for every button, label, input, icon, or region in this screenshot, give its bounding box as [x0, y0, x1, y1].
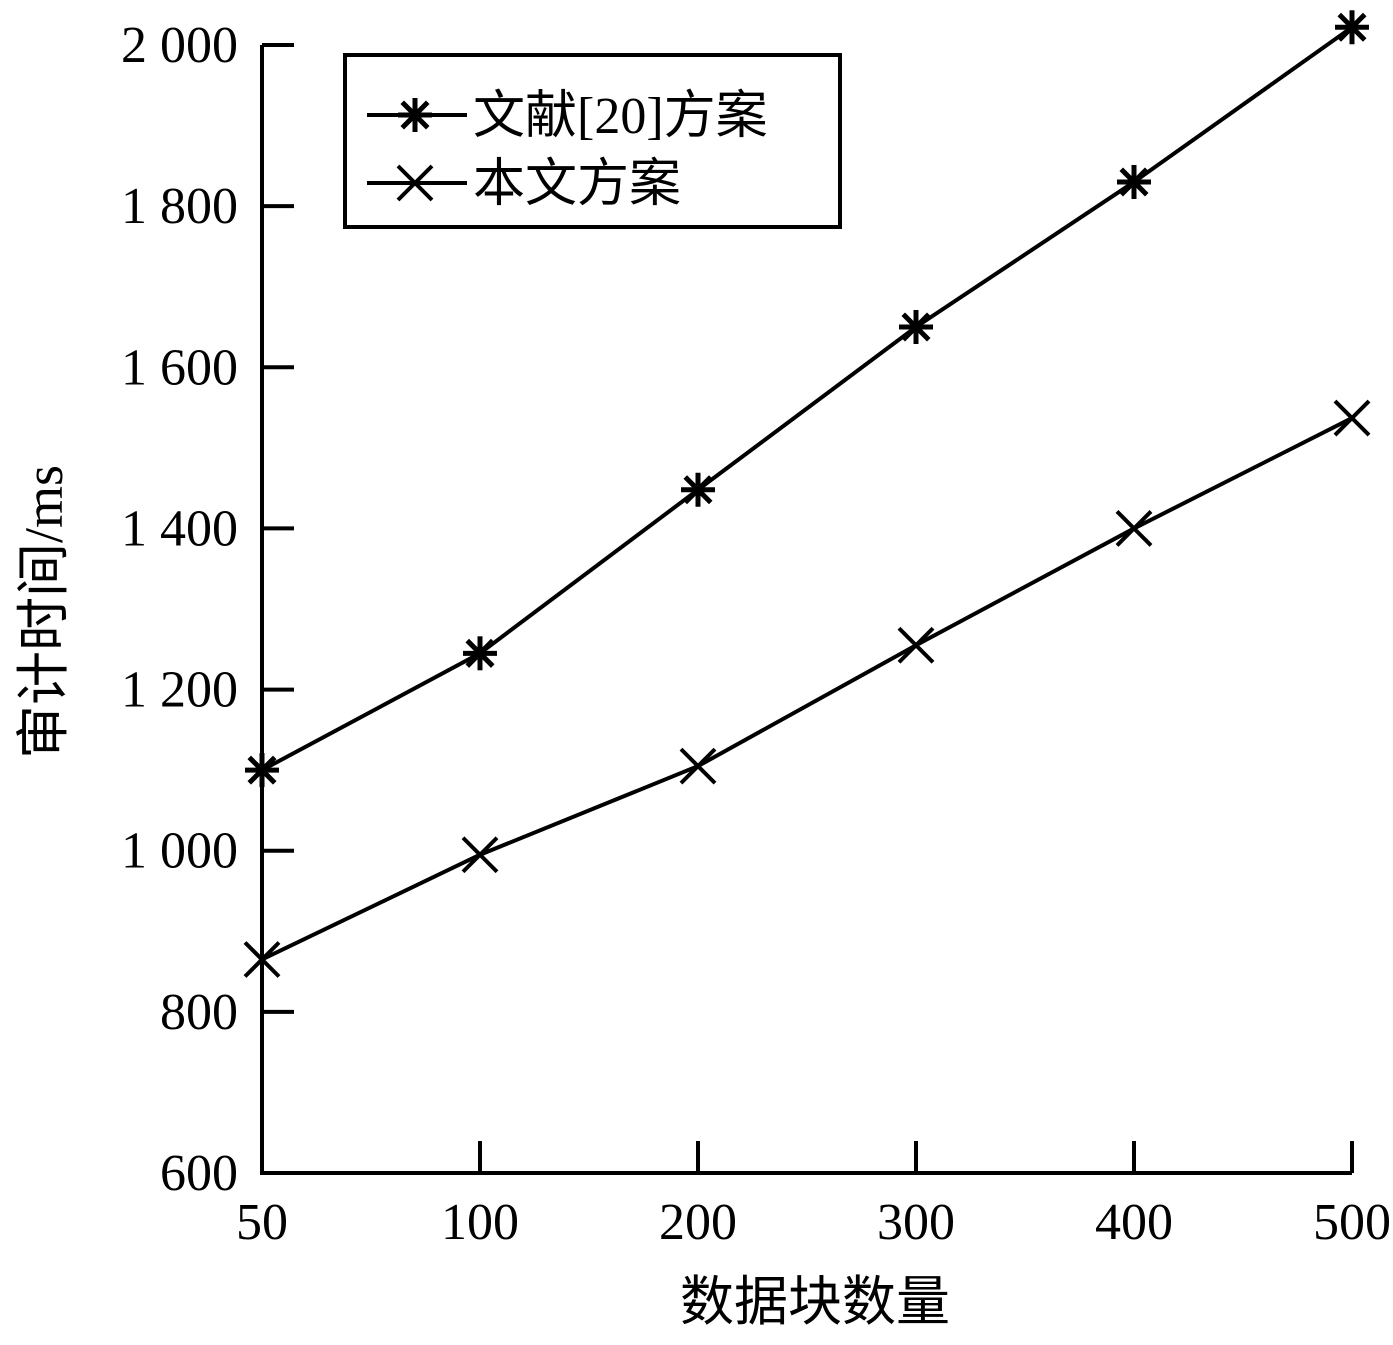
y-tick-label: 1 800: [121, 178, 238, 235]
series-2-point: [679, 747, 717, 785]
series-2-point: [1333, 399, 1371, 437]
x-tick-label: 300: [877, 1194, 955, 1251]
y-tick-label: 1 600: [121, 339, 238, 396]
x-tick-label: 50: [236, 1194, 288, 1251]
series-2-point: [1115, 510, 1153, 547]
y-axis-title: 审计时间/ms: [14, 465, 74, 759]
y-tick-label: 1 400: [121, 500, 238, 557]
y-tick-label: 1 000: [121, 823, 238, 880]
legend-marker: [398, 98, 432, 132]
series-1-point: [1335, 10, 1369, 45]
series-line-1: [261, 25, 1354, 772]
legend-marker: [396, 164, 434, 202]
x-tick-label: 400: [1095, 1194, 1173, 1251]
series-2-point: [243, 941, 281, 978]
legend-label: 本文方案: [473, 156, 681, 213]
legend-item-1: 文献[20]方案: [367, 88, 768, 145]
x-tick-label: 200: [659, 1194, 737, 1251]
series-1-point: [1117, 164, 1151, 199]
series-1-point: [463, 636, 497, 671]
y-tick-label: 800: [160, 984, 238, 1041]
series-1-point: [681, 472, 715, 507]
legend-label: 文献[20]方案: [473, 88, 768, 145]
y-axis-ticks: 600 800 1 000 1 200 1 400 1 600 1 800 2 000: [121, 17, 294, 1202]
y-tick-label: 2 000: [121, 17, 238, 74]
series-1-point: [245, 753, 279, 788]
series-1-point: [899, 310, 933, 344]
x-axis-title: 数据块数量: [680, 1272, 950, 1332]
legend-item-2: 本文方案: [367, 156, 681, 213]
series-layer: [243, 10, 1371, 978]
x-axis-ticks: 50 100 200 300 400 500: [236, 1141, 1391, 1251]
x-tick-label: 100: [441, 1194, 519, 1251]
x-tick-label: 500: [1313, 1194, 1391, 1251]
y-tick-label: 1 200: [121, 662, 238, 719]
legend-box: [343, 53, 842, 229]
series-2-point: [461, 836, 499, 874]
series-line-2: [261, 416, 1353, 962]
series-2-point: [897, 626, 935, 664]
y-tick-label: 600: [160, 1145, 238, 1202]
